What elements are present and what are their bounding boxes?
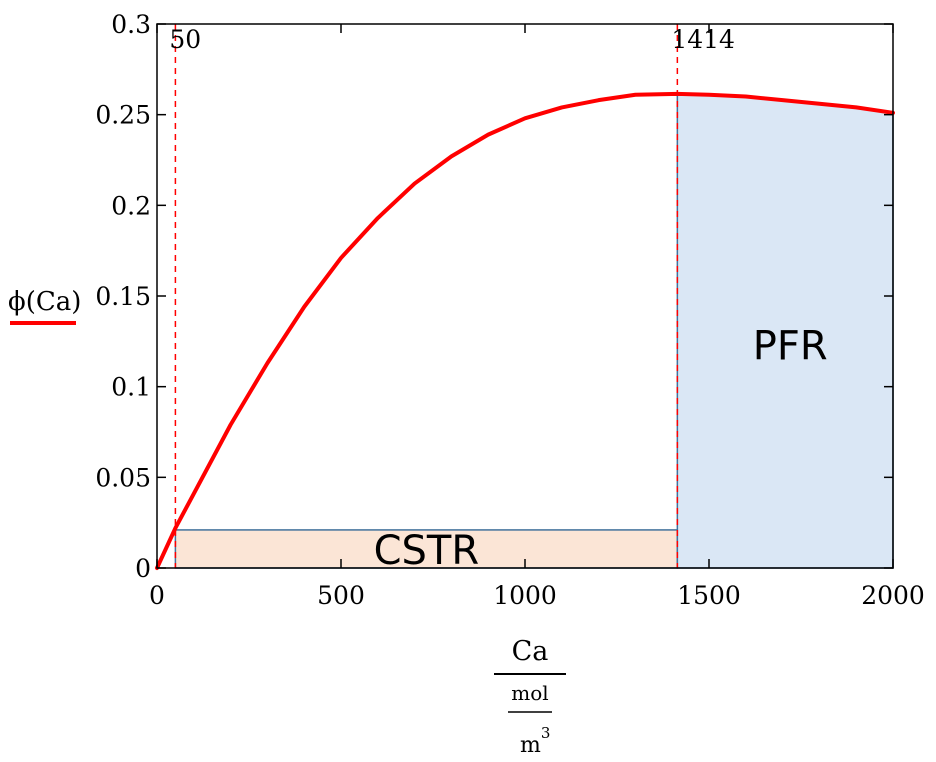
region-labels: CSTR PFR [374, 323, 828, 574]
y-tick-label: 0.2 [111, 191, 151, 220]
x-axis-label: Ca [512, 636, 549, 667]
x-tick-label: 2000 [861, 581, 925, 610]
y-tick-label: 0.3 [111, 10, 151, 39]
x-axis-unit-numerator: mol [511, 681, 548, 705]
series [155, 91, 895, 570]
y-tick-label: 0 [135, 554, 151, 583]
y-tick-labels: 0 0.05 0.1 0.15 0.2 0.25 0.3 [95, 10, 151, 583]
x-axis-unit-denominator: m3 [520, 724, 550, 758]
series-line [155, 91, 895, 570]
x-tick-label: 1000 [493, 581, 557, 610]
marker-label-1414: 1414 [671, 25, 735, 54]
region-cstr [174, 529, 679, 569]
region-label-cstr: CSTR [374, 528, 480, 574]
y-tick-label: 0.25 [95, 101, 151, 130]
markers [174, 24, 679, 568]
x-tick-label: 1500 [677, 581, 741, 610]
x-tick-label: 500 [317, 581, 365, 610]
regions [174, 93, 894, 569]
x-tick-labels: 0 500 1000 1500 2000 [149, 581, 925, 610]
y-tick-label: 0.15 [95, 282, 151, 311]
marker-labels: 50 1414 [169, 25, 735, 54]
y-axis-label: ϕ(Ca) [8, 287, 81, 317]
x-tick-label: 0 [149, 581, 165, 610]
plot-frame [156, 23, 894, 569]
region-label-pfr: PFR [753, 323, 828, 369]
marker-label-50: 50 [169, 25, 201, 54]
y-tick-label: 0.05 [95, 463, 151, 492]
y-tick-label: 0.1 [111, 373, 151, 402]
